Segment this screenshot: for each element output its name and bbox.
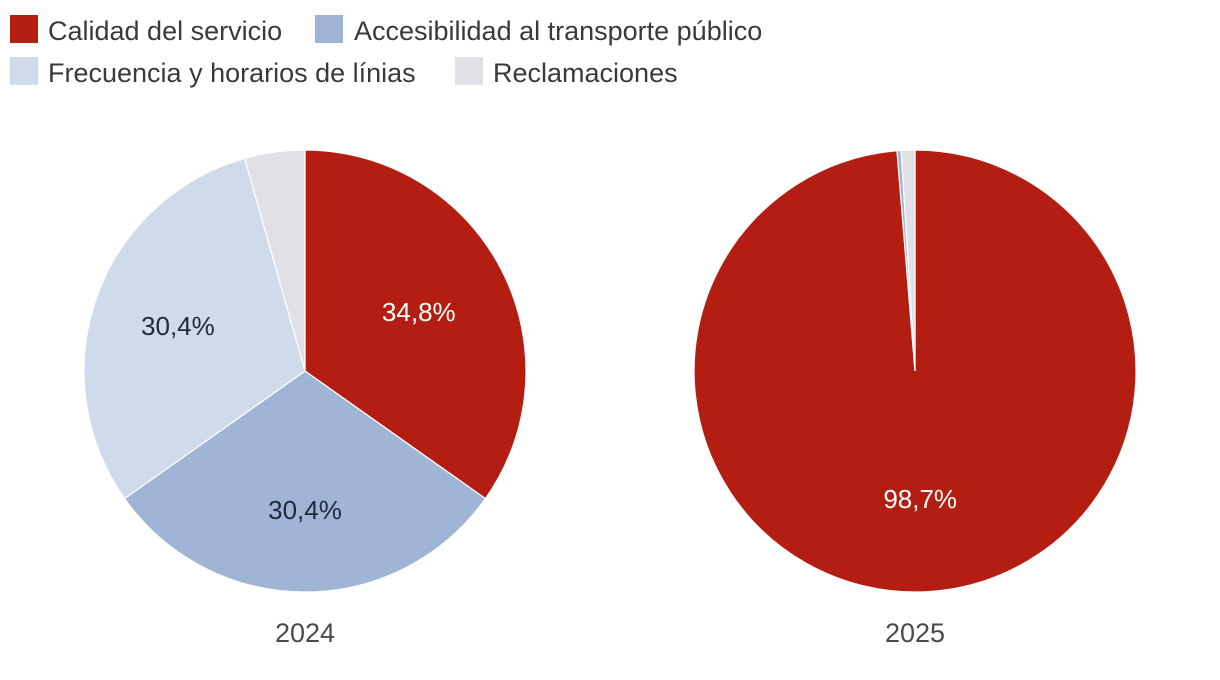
- pie-2025: 98,7% 2025: [693, 149, 1137, 648]
- pie-2024-data-label-calidad-del-servicio: 34,8%: [382, 297, 456, 327]
- pie-2024-slice-reclamaciones: [243, 149, 306, 372]
- pie-2024-data-label-frecuencia-y-horarios-de-linias: 30,4%: [141, 311, 215, 341]
- legend-label-calidad-del-servicio: Calidad del servicio: [48, 16, 282, 46]
- legend: Calidad del servicio Accesibilidad al tra…: [10, 15, 762, 88]
- legend-swatch-calidad-del-servicio: [10, 15, 38, 43]
- pies: 34,8% 30,4% 30,4% 2024 98,7% 2025: [83, 149, 1137, 648]
- legend-label-frecuencia-y-horarios-de-linias: Frecuencia y horarios de línias: [48, 58, 416, 88]
- pie-2024-category-label: 2024: [275, 618, 335, 648]
- pie-2024: 34,8% 30,4% 30,4% 2024: [83, 149, 527, 648]
- pie-2025-category-label: 2025: [885, 618, 945, 648]
- pie-2024-slice-frecuencia-y-horarios-de-linias: [83, 157, 306, 500]
- legend-swatch-reclamaciones: [455, 57, 483, 85]
- legend-label-reclamaciones: Reclamaciones: [493, 58, 678, 88]
- legend-label-accesibilidad-al-transporte-publico: Accesibilidad al transporte público: [354, 16, 762, 46]
- pie-2025-slice-reclamaciones: [900, 149, 916, 372]
- pie-2024-data-label-accesibilidad-al-transporte-publico: 30,4%: [268, 495, 342, 525]
- pie-2025-data-label-calidad-del-servicio: 98,7%: [883, 484, 957, 514]
- legend-swatch-accesibilidad-al-transporte-publico: [315, 15, 343, 43]
- pie-2024-slice-calidad-del-servicio: [304, 149, 527, 500]
- pie-2024-slice-accesibilidad-al-transporte-publico: [123, 370, 487, 593]
- legend-swatch-frecuencia-y-horarios-de-linias: [10, 57, 38, 85]
